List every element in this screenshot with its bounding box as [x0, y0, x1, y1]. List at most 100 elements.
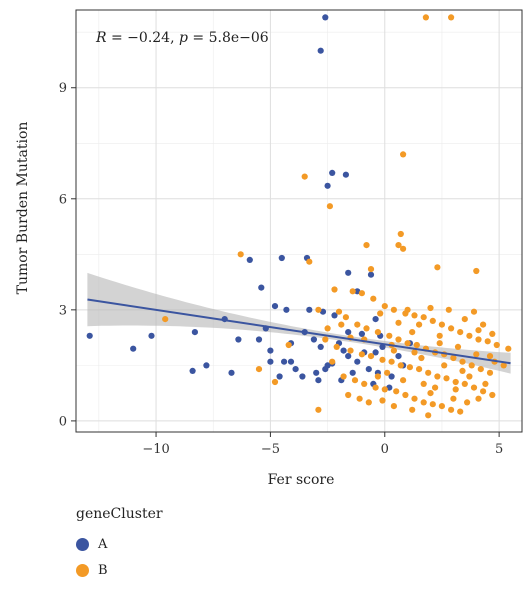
point-b	[429, 317, 436, 324]
point-b	[162, 316, 169, 323]
legend: geneCluster A B	[76, 506, 163, 583]
point-a	[306, 306, 313, 313]
point-b	[434, 264, 441, 271]
point-b	[420, 399, 427, 406]
point-b	[395, 242, 402, 249]
point-a	[292, 366, 299, 373]
point-b	[404, 306, 411, 313]
point-b	[413, 341, 420, 349]
point-b	[493, 341, 500, 349]
point-a	[267, 358, 274, 365]
legend-title: geneCluster	[76, 506, 163, 522]
point-b	[489, 391, 496, 399]
point-b	[475, 336, 482, 343]
point-b	[340, 373, 347, 380]
point-b	[409, 406, 416, 413]
point-b	[400, 377, 407, 384]
point-a	[299, 373, 306, 380]
point-b	[448, 325, 455, 332]
point-b	[418, 354, 425, 362]
point-b	[450, 354, 457, 362]
point-b	[358, 351, 365, 358]
point-b	[285, 341, 292, 349]
point-a	[395, 353, 402, 360]
point-b	[466, 373, 473, 380]
point-b	[425, 369, 432, 376]
y-tick-label: 3	[59, 303, 67, 318]
scatter-chart: −10 −5 0 5 0 3 6 9 R = −0.24, p = 5.8e−06 Fer …	[15, 9, 523, 488]
point-a	[388, 373, 395, 380]
point-b	[367, 266, 375, 273]
point-a	[191, 329, 198, 336]
point-b	[301, 173, 308, 180]
point-a	[310, 336, 317, 343]
point-b	[429, 401, 436, 408]
point-a	[255, 336, 263, 343]
point-b	[436, 332, 443, 339]
x-axis-ticks: −10 −5 0 5	[142, 432, 503, 457]
point-a	[358, 330, 365, 337]
y-tick-label: 9	[59, 81, 67, 96]
point-b	[377, 310, 384, 317]
point-b	[438, 321, 445, 328]
y-axis-ticks: 0 3 6 9	[59, 81, 76, 429]
legend-item-a: A	[76, 531, 163, 557]
point-b	[358, 290, 365, 297]
point-b	[384, 369, 391, 376]
point-a	[379, 343, 386, 350]
point-b	[386, 332, 393, 339]
point-b	[372, 384, 379, 391]
point-b	[486, 353, 494, 360]
point-b	[329, 358, 336, 365]
point-b	[395, 336, 402, 343]
point-b	[390, 347, 397, 354]
point-b	[400, 151, 407, 158]
point-b	[367, 353, 375, 360]
plot-border	[75, 9, 523, 433]
point-a	[203, 362, 210, 369]
point-b	[477, 366, 484, 373]
point-b	[315, 406, 322, 413]
point-b	[315, 306, 322, 313]
point-b	[255, 366, 263, 373]
point-b	[381, 386, 388, 393]
point-a	[246, 256, 253, 263]
point-b	[434, 373, 441, 380]
point-b	[404, 340, 411, 347]
point-a	[130, 345, 137, 352]
point-a	[349, 369, 356, 376]
point-b	[480, 321, 487, 328]
point-b	[349, 288, 356, 295]
point-b	[454, 343, 462, 350]
point-b	[416, 321, 423, 328]
point-a	[372, 316, 379, 323]
point-b	[448, 406, 455, 413]
point-a	[342, 171, 349, 178]
point-b	[473, 351, 480, 358]
point-b	[438, 403, 445, 410]
point-b	[402, 391, 409, 399]
point-b	[427, 304, 434, 312]
point-b	[459, 358, 466, 365]
point-a	[228, 369, 235, 376]
point-a	[287, 358, 295, 365]
x-tick-label: −10	[142, 442, 169, 457]
point-b	[489, 330, 496, 337]
point-b	[443, 375, 450, 382]
point-a	[340, 347, 347, 354]
point-b	[470, 308, 478, 315]
point-b	[475, 395, 482, 402]
point-b	[395, 319, 402, 326]
point-a	[148, 332, 155, 339]
point-a	[283, 306, 290, 313]
point-a	[329, 169, 336, 176]
point-b	[306, 258, 313, 265]
point-b	[422, 14, 429, 21]
point-b	[466, 332, 473, 339]
point-b	[436, 340, 443, 347]
confidence-band	[87, 272, 511, 374]
point-b	[406, 364, 413, 371]
point-b	[326, 203, 333, 210]
point-b	[361, 380, 368, 387]
point-b	[473, 267, 480, 275]
